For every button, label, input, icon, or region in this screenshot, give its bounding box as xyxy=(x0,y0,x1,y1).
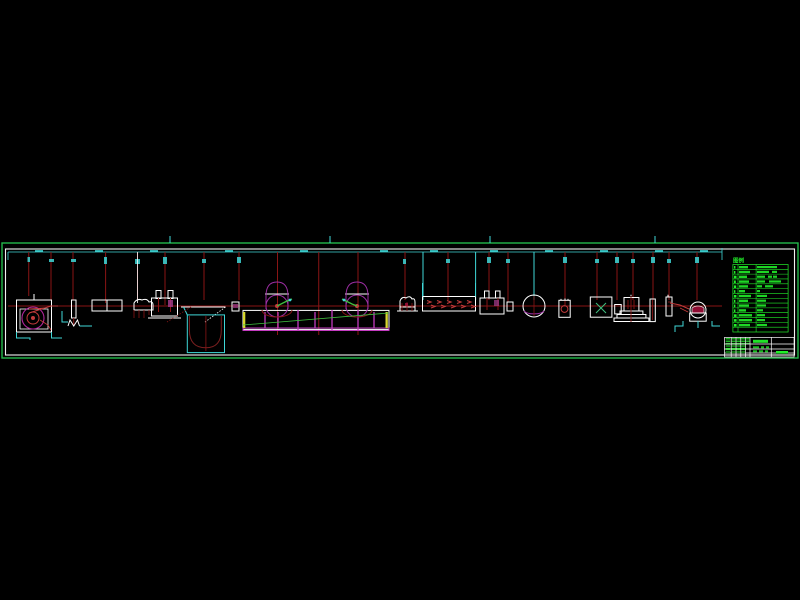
svg-text:图例: 图例 xyxy=(733,257,745,265)
